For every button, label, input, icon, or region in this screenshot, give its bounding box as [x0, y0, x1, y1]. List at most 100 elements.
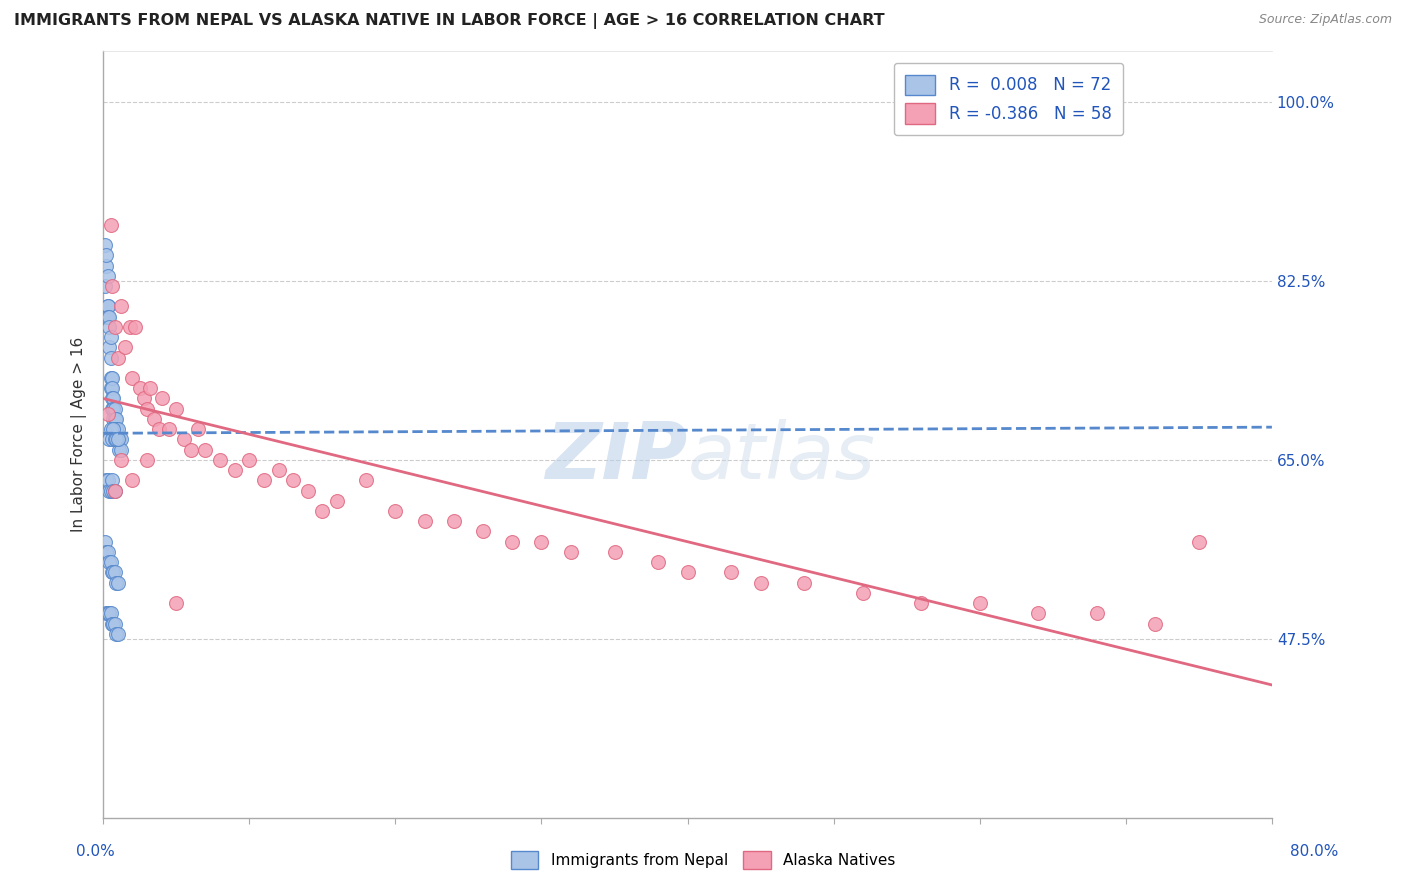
- Point: [501, 534, 523, 549]
- Point: [93, 238, 115, 252]
- Point: [97, 300, 120, 314]
- Point: [101, 371, 124, 385]
- Point: [97, 473, 120, 487]
- Point: [97, 268, 120, 283]
- Point: [121, 371, 143, 385]
- Point: [311, 504, 333, 518]
- Point: [105, 627, 128, 641]
- Point: [105, 575, 128, 590]
- Point: [100, 555, 122, 569]
- Point: [94, 259, 117, 273]
- Point: [354, 473, 377, 487]
- Point: [107, 422, 129, 436]
- Point: [93, 279, 115, 293]
- Point: [530, 534, 553, 549]
- Point: [472, 524, 495, 539]
- Point: [105, 433, 128, 447]
- Point: [101, 566, 124, 580]
- Point: [94, 607, 117, 621]
- Point: [136, 453, 159, 467]
- Point: [560, 545, 582, 559]
- Point: [100, 381, 122, 395]
- Point: [910, 596, 932, 610]
- Point: [107, 627, 129, 641]
- Text: ZIP: ZIP: [546, 419, 688, 495]
- Point: [97, 407, 120, 421]
- Point: [104, 422, 127, 436]
- Point: [98, 319, 121, 334]
- Point: [107, 433, 129, 447]
- Point: [94, 545, 117, 559]
- Point: [105, 422, 128, 436]
- Point: [253, 473, 276, 487]
- Point: [118, 319, 141, 334]
- Point: [1144, 616, 1167, 631]
- Point: [94, 310, 117, 324]
- Point: [165, 401, 187, 416]
- Point: [134, 392, 156, 406]
- Point: [209, 453, 232, 467]
- Point: [128, 381, 150, 395]
- Point: [110, 453, 132, 467]
- Point: [97, 310, 120, 324]
- Point: [224, 463, 246, 477]
- Point: [124, 319, 146, 334]
- Point: [103, 566, 125, 580]
- Point: [110, 442, 132, 457]
- Point: [93, 534, 115, 549]
- Point: [136, 401, 159, 416]
- Point: [108, 433, 131, 447]
- Point: [100, 607, 122, 621]
- Point: [104, 422, 127, 436]
- Point: [105, 412, 128, 426]
- Point: [101, 473, 124, 487]
- Legend: Immigrants from Nepal, Alaska Natives: Immigrants from Nepal, Alaska Natives: [505, 845, 901, 875]
- Point: [281, 473, 304, 487]
- Point: [98, 607, 121, 621]
- Point: [107, 351, 129, 365]
- Point: [98, 310, 121, 324]
- Point: [603, 545, 626, 559]
- Point: [100, 371, 122, 385]
- Point: [187, 422, 209, 436]
- Point: [104, 483, 127, 498]
- Point: [157, 422, 180, 436]
- Point: [107, 433, 129, 447]
- Point: [720, 566, 742, 580]
- Point: [103, 422, 125, 436]
- Point: [384, 504, 406, 518]
- Point: [101, 392, 124, 406]
- Point: [852, 586, 875, 600]
- Point: [103, 401, 125, 416]
- Point: [165, 596, 187, 610]
- Point: [101, 279, 124, 293]
- Point: [297, 483, 319, 498]
- Point: [110, 300, 132, 314]
- Point: [143, 412, 166, 426]
- Point: [108, 442, 131, 457]
- Point: [114, 340, 136, 354]
- Point: [104, 319, 127, 334]
- Point: [180, 442, 202, 457]
- Point: [267, 463, 290, 477]
- Point: [194, 442, 217, 457]
- Legend: R =  0.008   N = 72, R = -0.386   N = 58: R = 0.008 N = 72, R = -0.386 N = 58: [894, 62, 1123, 136]
- Y-axis label: In Labor Force | Age > 16: In Labor Force | Age > 16: [72, 336, 87, 532]
- Point: [98, 555, 121, 569]
- Point: [139, 381, 162, 395]
- Point: [97, 545, 120, 559]
- Point: [103, 392, 125, 406]
- Point: [110, 433, 132, 447]
- Point: [101, 381, 124, 395]
- Point: [121, 473, 143, 487]
- Text: 0.0%: 0.0%: [76, 845, 115, 859]
- Text: atlas: atlas: [688, 419, 876, 495]
- Point: [103, 412, 125, 426]
- Point: [104, 483, 127, 498]
- Point: [98, 340, 121, 354]
- Text: Source: ZipAtlas.com: Source: ZipAtlas.com: [1258, 13, 1392, 27]
- Point: [103, 401, 125, 416]
- Point: [100, 483, 122, 498]
- Point: [101, 616, 124, 631]
- Text: IMMIGRANTS FROM NEPAL VS ALASKA NATIVE IN LABOR FORCE | AGE > 16 CORRELATION CHA: IMMIGRANTS FROM NEPAL VS ALASKA NATIVE I…: [14, 13, 884, 29]
